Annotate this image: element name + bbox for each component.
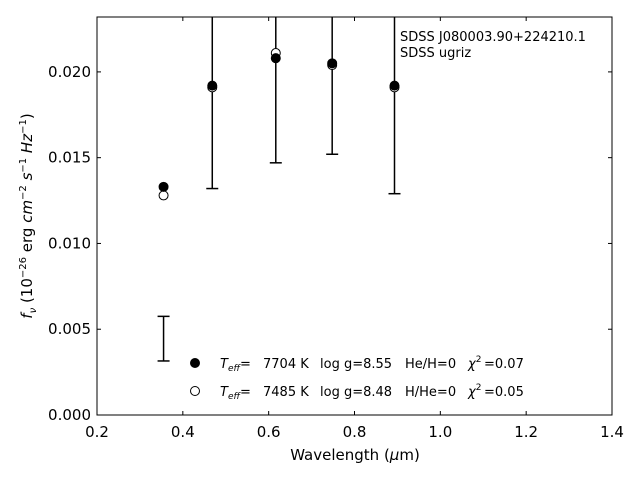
- plot-area: [157, 17, 401, 362]
- legend-logg: log g=8.55: [320, 357, 392, 372]
- y-tick-label: 0.010: [48, 234, 91, 252]
- model-point-filled: [158, 181, 169, 192]
- y-tick-label: 0.020: [48, 63, 91, 81]
- model-point-filled: [207, 80, 218, 91]
- x-tick-label: 0.8: [343, 423, 367, 441]
- axis-ticks: 0.2 0.4 0.6 0.8 1.0 1.2 1.4 0.000 0.005 0.010 0.01…: [48, 17, 624, 441]
- y-tick-label: 0.005: [48, 320, 91, 338]
- y-axis-label: fν (10−26 erg cm−2 s−1 Hz−1): [18, 113, 39, 318]
- y-tick-label: 0.000: [48, 406, 91, 424]
- legend-teff-value: 7485 K: [263, 385, 309, 400]
- x-tick-label: 1.4: [600, 423, 624, 441]
- legend-chi2-value: =0.05: [484, 385, 524, 400]
- legend-chi2-value: =0.07: [484, 357, 524, 372]
- legend-chi2-symbol: χ2: [467, 355, 481, 372]
- x-tick-label: 1.0: [428, 423, 452, 441]
- x-tick-label: 1.2: [514, 423, 538, 441]
- model-point-open: [158, 190, 169, 201]
- model-point-filled: [327, 58, 338, 69]
- annotation-line-1: SDSS J080003.90+224210.1: [400, 30, 586, 45]
- legend-entry-open: Teff= 7485 K log g=8.48 H/He=0 χ2 =0.05: [190, 383, 524, 402]
- legend-composition: He/H=0: [405, 357, 456, 372]
- legend-marker-filled: [190, 358, 200, 368]
- annotation-line-2: SDSS ugriz: [400, 46, 471, 61]
- legend-logg: log g=8.48: [320, 385, 392, 400]
- model-point-filled: [270, 53, 281, 64]
- plot-frame: [96, 16, 613, 416]
- x-axis-label: Wavelength (μm): [290, 446, 420, 464]
- legend-teff-label: Teff=: [220, 357, 251, 374]
- legend-teff-label: Teff=: [220, 385, 251, 402]
- x-tick-label: 0.6: [257, 423, 281, 441]
- y-tick-label: 0.015: [48, 149, 91, 167]
- legend-entry-filled: Teff= 7704 K log g=8.55 He/H=0 χ2 =0.07: [190, 355, 524, 374]
- legend-marker-open: [190, 386, 200, 396]
- legend-teff-value: 7704 K: [263, 357, 309, 372]
- annotation: SDSS J080003.90+224210.1 SDSS ugriz: [400, 30, 586, 61]
- x-tick-label: 0.2: [85, 423, 109, 441]
- legend-chi2-symbol: χ2: [467, 383, 481, 400]
- x-tick-label: 0.4: [171, 423, 195, 441]
- legend-composition: H/He=0: [405, 385, 456, 400]
- model-point-filled: [389, 80, 400, 91]
- legend: Teff= 7704 K log g=8.55 He/H=0 χ2 =0.07 …: [190, 355, 524, 402]
